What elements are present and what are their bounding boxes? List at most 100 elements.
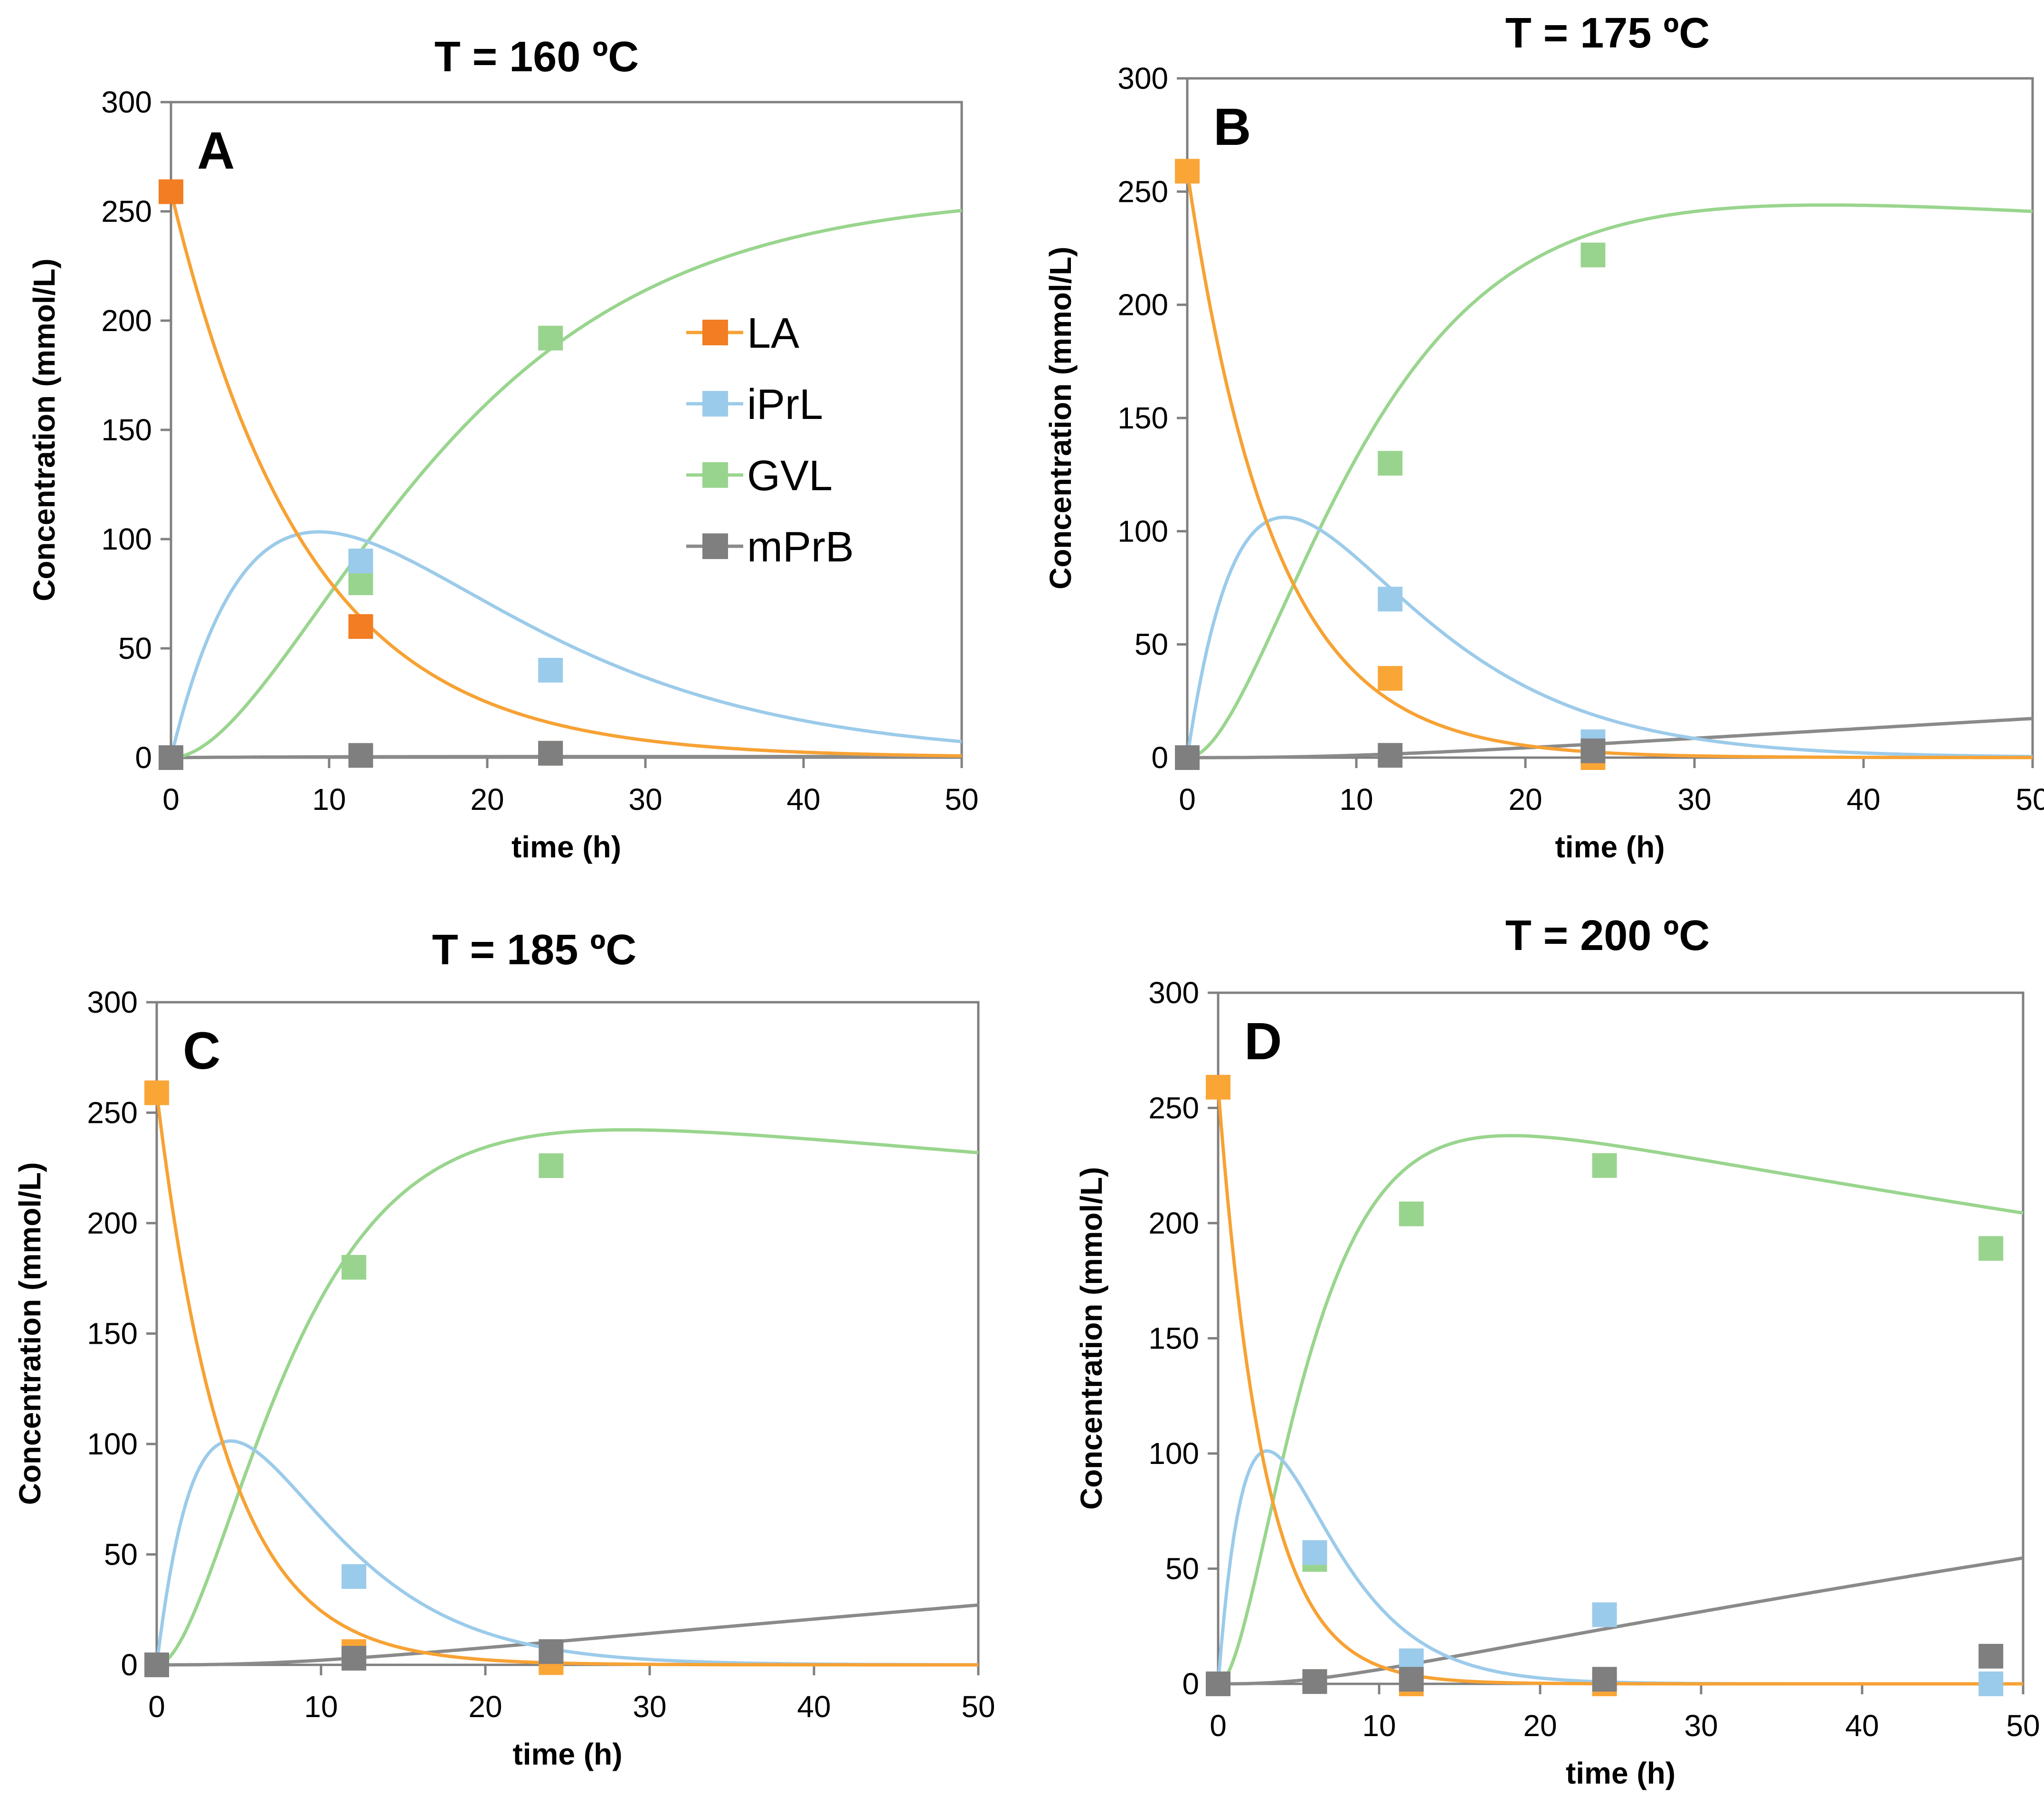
x-tick-label: 50 xyxy=(2016,782,2044,817)
x-tick-label: 20 xyxy=(470,782,504,817)
data-point-mPrB xyxy=(1175,745,1200,770)
data-point-iPrL xyxy=(348,549,373,573)
data-point-mPrB xyxy=(1592,1667,1617,1692)
x-tick-label: 30 xyxy=(1677,782,1711,817)
series-line-LA xyxy=(1216,1087,2023,1686)
panel-label: D xyxy=(1244,1012,1282,1071)
data-point-mPrB xyxy=(539,1639,564,1664)
legend-marker-GVL xyxy=(702,462,728,488)
y-tick-label: 250 xyxy=(101,194,152,228)
chart-title: T = 175 ºC xyxy=(1505,9,1710,57)
data-point-GVL xyxy=(1978,1236,2004,1261)
y-tick-label: 250 xyxy=(87,1096,138,1130)
data-point-mPrB xyxy=(1206,1672,1230,1696)
y-axis-label: Concentration (mmol/L) xyxy=(1043,247,1078,589)
y-tick-label: 50 xyxy=(1135,627,1168,662)
x-tick-label: 10 xyxy=(1362,1709,1396,1743)
data-point-mPrB xyxy=(1978,1643,2004,1669)
data-point-mPrB xyxy=(1302,1669,1327,1694)
y-tick-label: 100 xyxy=(1117,514,1168,548)
x-axis-label: time (h) xyxy=(511,830,621,864)
series-line-iPrL xyxy=(1185,515,2033,759)
y-tick-label: 250 xyxy=(1117,174,1168,209)
data-point-LA xyxy=(348,614,373,639)
series-line-mPrB xyxy=(170,755,962,760)
chart-title: T = 160 ºC xyxy=(435,33,639,81)
data-point-iPrL xyxy=(1592,1602,1617,1627)
panel-label: B xyxy=(1213,98,1251,156)
series-line-mPrB xyxy=(1187,717,2033,760)
legend-marker-iPrL xyxy=(702,391,728,417)
x-tick-label: 50 xyxy=(945,782,978,817)
y-tick-label: 50 xyxy=(1165,1552,1199,1586)
series-line-GVL xyxy=(1187,203,2033,760)
y-tick-label: 0 xyxy=(121,1648,138,1682)
data-point-GVL xyxy=(341,1255,367,1280)
legend-label-GVL: GVL xyxy=(747,452,833,500)
x-tick-label: 50 xyxy=(2006,1709,2040,1743)
plot-frame xyxy=(170,101,963,759)
data-point-LA xyxy=(1175,159,1200,184)
x-tick-label: 0 xyxy=(1210,1709,1227,1743)
y-tick-label: 200 xyxy=(101,304,152,338)
series-line-LA xyxy=(155,1092,978,1667)
series-line-GVL xyxy=(156,1128,979,1667)
y-axis-label: Concentration (mmol/L) xyxy=(1074,1167,1108,1510)
data-point-LA xyxy=(1206,1074,1230,1100)
series-line-iPrL xyxy=(1216,1449,2023,1686)
y-tick-label: 150 xyxy=(1117,401,1168,435)
data-point-mPrB xyxy=(1399,1667,1424,1692)
data-point-GVL xyxy=(348,570,373,595)
y-tick-label: 0 xyxy=(1151,741,1168,775)
chart-panel-D: T = 200 ºC D 0 50 100 150 200 250 300 0 10 20 30 40 50… xyxy=(1074,912,2040,1790)
data-point-mPrB xyxy=(1580,738,1606,763)
y-tick-label: 300 xyxy=(1117,61,1168,95)
data-point-GVL xyxy=(538,325,563,351)
data-point-iPrL xyxy=(1302,1540,1327,1565)
series-line-GVL xyxy=(1217,1134,2024,1686)
y-axis-label: Concentration (mmol/L) xyxy=(27,258,61,601)
y-tick-label: 200 xyxy=(1117,288,1168,322)
x-tick-label: 0 xyxy=(148,1690,165,1724)
x-tick-label: 50 xyxy=(961,1690,995,1724)
series-line-mPrB xyxy=(1218,1556,2024,1686)
y-tick-label: 50 xyxy=(104,1538,138,1572)
y-tick-label: 200 xyxy=(1148,1206,1199,1240)
y-tick-label: 150 xyxy=(87,1317,138,1351)
legend-label-iPrL: iPrL xyxy=(747,381,823,428)
y-tick-label: 300 xyxy=(101,85,152,119)
x-tick-label: 40 xyxy=(797,1690,831,1724)
data-point-LA xyxy=(159,179,183,204)
data-point-LA xyxy=(1378,666,1403,691)
data-point-mPrB xyxy=(144,1653,169,1677)
legend-label-LA: LA xyxy=(747,310,799,357)
x-axis-label: time (h) xyxy=(512,1737,622,1771)
data-point-iPrL xyxy=(538,658,563,683)
chart-title: T = 185 ºC xyxy=(432,926,637,974)
x-tick-label: 10 xyxy=(1339,782,1373,817)
data-point-iPrL xyxy=(1378,587,1403,612)
x-tick-label: 0 xyxy=(162,782,180,817)
chart-title: T = 200 ºC xyxy=(1505,912,1710,959)
series-line-LA xyxy=(169,191,962,758)
data-point-mPrB xyxy=(341,1646,367,1671)
y-tick-label: 150 xyxy=(101,413,152,447)
data-point-GVL xyxy=(1580,242,1606,267)
data-point-mPrB xyxy=(538,741,563,766)
data-point-GVL xyxy=(1378,451,1403,476)
series-line-iPrL xyxy=(155,1439,978,1667)
x-axis-label: time (h) xyxy=(1555,830,1665,864)
data-point-GVL xyxy=(1592,1153,1617,1178)
y-tick-label: 0 xyxy=(1182,1667,1199,1701)
x-tick-label: 40 xyxy=(786,782,820,817)
y-tick-label: 150 xyxy=(1148,1321,1199,1356)
y-tick-label: 300 xyxy=(1148,976,1199,1010)
series-line-iPrL xyxy=(169,530,962,758)
data-point-iPrL xyxy=(341,1564,367,1589)
panel-label: C xyxy=(183,1022,220,1080)
y-tick-label: 0 xyxy=(135,741,152,775)
y-tick-label: 100 xyxy=(1148,1436,1199,1471)
chart-panel-B: T = 175 ºC B 0 50 100 150 200 250 300 0 10 20 30 40 50… xyxy=(1043,9,2044,864)
data-point-GVL xyxy=(1399,1201,1424,1226)
